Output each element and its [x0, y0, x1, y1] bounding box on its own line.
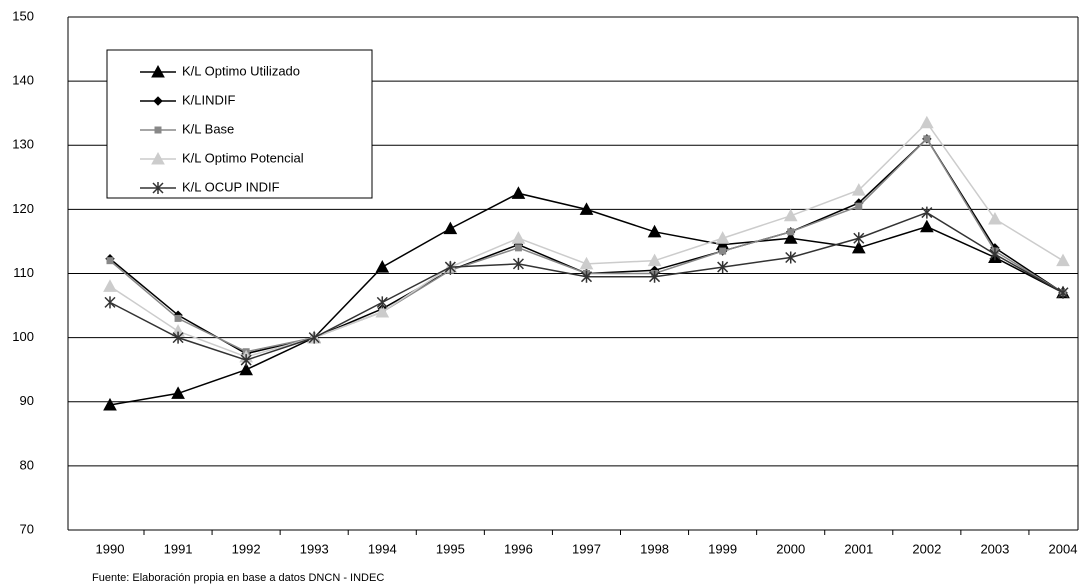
legend-label: K/L Optimo Potencial: [182, 150, 304, 165]
y-tick-label: 110: [13, 265, 34, 280]
marker: [375, 304, 390, 318]
marker: [172, 331, 184, 344]
marker: [375, 260, 390, 273]
y-tick-label: 70: [20, 521, 34, 536]
marker: [171, 386, 185, 399]
x-tick-label: 1999: [708, 541, 737, 556]
y-tick-label: 80: [20, 457, 34, 472]
x-tick-label: 1994: [368, 541, 397, 556]
marker: [514, 244, 522, 252]
marker: [376, 296, 388, 309]
marker: [715, 231, 730, 244]
marker: [920, 115, 934, 129]
marker: [444, 261, 456, 274]
legend-marker: [152, 182, 164, 194]
marker: [783, 231, 798, 244]
y-tick-label: 120: [12, 201, 34, 216]
x-tick-label: 1991: [164, 541, 193, 556]
legend-label: K/L Optimo Utilizado: [182, 63, 300, 78]
x-tick-label: 2003: [980, 541, 1009, 556]
marker: [649, 270, 661, 283]
marker: [103, 279, 117, 292]
marker: [308, 331, 320, 344]
marker: [855, 202, 863, 210]
marker: [853, 232, 865, 245]
marker: [174, 314, 182, 322]
marker: [512, 257, 524, 270]
legend-label: K/LINDIF: [182, 92, 236, 107]
marker: [106, 257, 114, 265]
legend-marker: [153, 96, 163, 106]
marker: [511, 231, 526, 244]
marker: [787, 228, 795, 236]
marker: [783, 208, 798, 222]
legend-label: K/L OCUP INDIF: [182, 179, 280, 194]
marker: [579, 256, 594, 270]
marker: [989, 248, 1001, 261]
marker: [921, 206, 933, 219]
x-tick-label: 2000: [776, 541, 805, 556]
marker: [1056, 253, 1070, 267]
y-tick-label: 140: [12, 73, 34, 88]
marker: [920, 219, 934, 233]
footnote: Fuente: Elaboración propia en base a dat…: [92, 572, 384, 584]
y-tick-label: 90: [20, 393, 34, 408]
legend-marker: [154, 126, 162, 134]
x-tick-label: 2002: [912, 541, 941, 556]
marker: [511, 186, 526, 199]
marker: [988, 211, 1002, 225]
marker: [851, 240, 866, 254]
y-tick-label: 150: [12, 8, 34, 23]
y-tick-label: 130: [12, 137, 34, 152]
marker: [103, 397, 117, 411]
marker: [1057, 286, 1069, 299]
marker: [104, 296, 116, 309]
legend-marker: [151, 151, 165, 165]
marker: [719, 247, 727, 255]
marker: [579, 202, 594, 215]
legend-marker: [151, 64, 165, 78]
x-tick-label: 1998: [640, 541, 669, 556]
legend-box: [106, 49, 373, 199]
y-tick-label: 100: [12, 329, 34, 344]
x-tick-label: 1997: [572, 541, 601, 556]
x-tick-label: 1993: [300, 541, 329, 556]
x-tick-label: 1990: [96, 541, 125, 556]
marker: [717, 261, 729, 274]
marker: [647, 253, 662, 267]
marker: [785, 251, 797, 264]
marker: [923, 135, 931, 143]
x-tick-label: 1996: [504, 541, 533, 556]
x-tick-label: 2001: [844, 541, 873, 556]
marker: [580, 270, 593, 283]
series-line: [109, 192, 1064, 406]
x-tick-label: 1992: [232, 541, 261, 556]
marker: [239, 362, 253, 376]
marker: [851, 183, 866, 196]
legend-label: K/L Base: [182, 121, 234, 136]
x-tick-label: 2004: [1049, 541, 1078, 556]
marker: [240, 354, 252, 367]
marker: [443, 221, 458, 235]
marker: [647, 224, 662, 238]
x-tick-label: 1995: [436, 541, 465, 556]
